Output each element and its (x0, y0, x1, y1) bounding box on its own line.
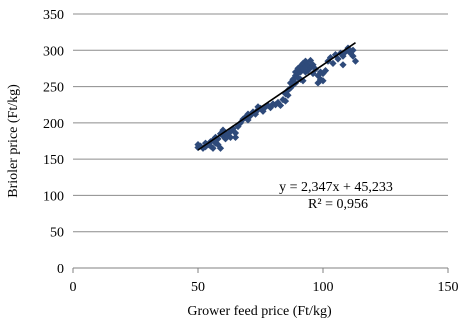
x-axis-title: Grower feed price (Ft/kg) (187, 304, 332, 319)
y-axis-title: Brioler price (Ft/kg) (6, 84, 21, 198)
data-point (231, 129, 240, 137)
data-point (226, 133, 235, 141)
y-tick-label: 350 (43, 8, 64, 23)
x-tick-label: 50 (191, 280, 205, 295)
data-point (209, 144, 217, 152)
trendline-equation: y = 2,347x + 45,233 (279, 180, 393, 195)
data-point (276, 101, 285, 110)
data-point (351, 57, 360, 65)
data-point (321, 67, 330, 75)
data-point (216, 144, 225, 152)
r-squared-label: R² = 0,956 (308, 197, 368, 212)
y-tick-label: 150 (43, 153, 64, 168)
data-point (349, 52, 357, 60)
data-point (349, 46, 357, 54)
x-axis-ticks: 0 50 100 150 (70, 268, 459, 295)
y-tick-label: 50 (50, 226, 64, 241)
trendline (197, 42, 356, 151)
gridlines (73, 13, 448, 233)
x-tick-label: 100 (313, 280, 334, 295)
data-point (329, 59, 337, 67)
y-tick-label: 0 (57, 262, 64, 277)
x-tick-label: 0 (70, 280, 77, 295)
data-point (281, 97, 290, 105)
data-point (284, 91, 292, 99)
data-point (334, 55, 342, 63)
data-point (339, 61, 347, 69)
x-tick-label: 150 (438, 280, 459, 295)
y-tick-label: 100 (43, 189, 64, 204)
y-axis-ticks: 0 50 100 150 200 250 300 350 (43, 8, 64, 277)
data-point (319, 77, 327, 85)
data-point (231, 133, 240, 141)
data-point (244, 116, 252, 124)
y-tick-label: 300 (43, 44, 64, 59)
y-tick-label: 250 (43, 81, 64, 96)
y-tick-label: 200 (43, 117, 64, 132)
